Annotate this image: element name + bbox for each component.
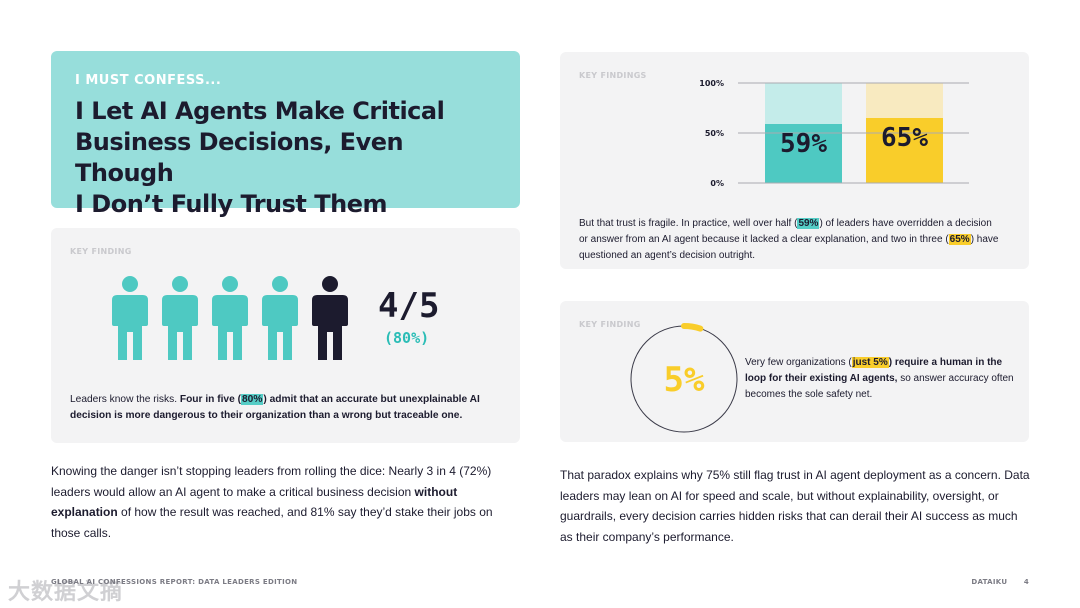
bars-text-1: But that trust is fragile. In practice, …	[579, 218, 798, 229]
hero-banner: I MUST CONFESS... I Let AI Agents Make C…	[51, 51, 520, 218]
y-tick-label: 0%	[710, 179, 724, 188]
finding-text-bold: Four in five (	[179, 394, 241, 405]
key-finding-card-gauge: KEY FINDING 5% Very few organizations (j…	[560, 301, 1029, 442]
hero-kicker: I MUST CONFESS...	[75, 73, 222, 88]
key-finding-card-people: KEY FINDING 4/5 (80%) Leaders know the r…	[51, 228, 520, 443]
finding-text-bold: ) admit that an accurate but unexplainab…	[70, 394, 480, 421]
hero-title-line: I Let AI Agents Make Critical	[75, 97, 445, 125]
bar	[866, 118, 943, 183]
people-icons	[112, 276, 348, 360]
ratio-percent: (80%)	[384, 329, 430, 347]
data-label: 59%	[780, 129, 827, 159]
gauge-text-2: so answer accuracy often becomes the sol…	[745, 373, 1014, 400]
hero-title-line: Business Decisions, Even Though	[75, 128, 404, 187]
gauge-fill	[681, 322, 704, 332]
y-tick-label: 100%	[699, 79, 724, 88]
gauge-value: 5%	[664, 360, 705, 400]
card-label: KEY FINDING	[579, 320, 641, 329]
bars-text-3: ) have questioned an agent’s decision ou…	[579, 234, 999, 261]
person-icon	[312, 276, 348, 360]
body-left-text-1: Knowing the danger isn’t stopping leader…	[51, 464, 492, 499]
bars-text-2: ) of leaders have overridden a decision …	[579, 218, 992, 245]
key-findings-card-bars: KEY FINDINGS 0% 50% 100% 59% 65% But that tr…	[560, 52, 1029, 269]
y-tick-label: 50%	[705, 129, 724, 138]
gauge-text-bold: ) require a human in the loop for their …	[745, 357, 1003, 384]
finding-highlight: 80%	[240, 394, 264, 405]
finding-text-intro: Leaders know the risks.	[70, 394, 180, 405]
gauge-text-1: Very few organizations (	[745, 357, 852, 368]
bar-chart: 0% 50% 100% 59% 65%	[699, 79, 969, 188]
bars-text: But that trust is fragile. In practice, …	[579, 216, 999, 264]
footer-report-title: GLOBAL AI CONFESSIONS REPORT: DATA LEADE…	[51, 578, 298, 586]
person-icon	[162, 276, 198, 360]
watermark-logo: 大数据文摘	[8, 579, 124, 604]
ratio-value: 4/5	[378, 286, 440, 326]
page-number: 4	[1023, 578, 1029, 586]
body-left-text-2: of how the result was reached, and 81% s…	[51, 505, 493, 540]
body-paragraph-right: That paradox explains why 75% still flag…	[560, 468, 1030, 544]
finding-text: Leaders know the risks. Four in five (80…	[70, 392, 510, 424]
percent-gauge: 5%	[630, 322, 738, 433]
body-paragraph-left: Knowing the danger isn’t stopping leader…	[51, 461, 511, 543]
person-icon	[262, 276, 298, 360]
person-icon	[112, 276, 148, 360]
card-label: KEY FINDING	[70, 247, 132, 256]
bars-highlight-2: 65%	[948, 234, 971, 245]
data-label: 65%	[881, 123, 928, 153]
bar	[765, 124, 842, 183]
bars-highlight-1: 59%	[797, 218, 820, 229]
footer-brand: DATAIKU	[971, 578, 1008, 586]
footer-brand-page: DATAIKU 4	[971, 578, 1029, 586]
hero-title: I Let AI Agents Make Critical Business D…	[75, 96, 496, 220]
person-icon	[212, 276, 248, 360]
hero-title-line: I Don’t Fully Trust Them	[75, 190, 387, 218]
body-left-bold: without explanation	[51, 484, 458, 520]
card-label: KEY FINDINGS	[579, 71, 647, 80]
gauge-highlight: just 5%	[851, 357, 889, 368]
gauge-text: Very few organizations (just 5%) require…	[745, 355, 1015, 403]
